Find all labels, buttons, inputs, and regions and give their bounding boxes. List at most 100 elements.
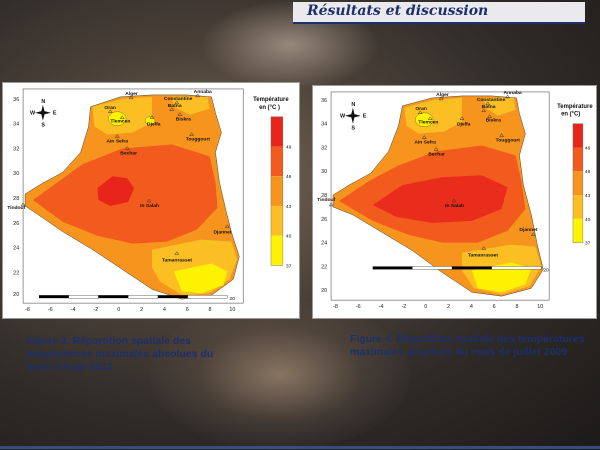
map1-city-annaba: Annaba (194, 89, 212, 95)
svg-text:-2: -2 (93, 307, 98, 313)
map2-city-biskra: Biskra (486, 118, 501, 124)
map1-compass-icon: N S W E (30, 99, 57, 129)
map1-city-oran: Oran (104, 105, 116, 111)
map-july-2009: 20 N S W E Alger Annaba (312, 85, 597, 319)
svg-text:49: 49 (585, 145, 591, 151)
map1-city-batna: Batna (168, 103, 182, 109)
svg-text:4: 4 (163, 307, 166, 313)
background-glow (150, 300, 410, 450)
svg-text:26: 26 (13, 221, 19, 227)
svg-text:S: S (351, 126, 355, 132)
map1-city-bechar: Bechar (120, 150, 137, 156)
map2-city-tamanrasset: Tamanrasset (468, 253, 498, 259)
slide-title: Résultats et discussion (307, 3, 489, 19)
svg-text:8: 8 (209, 307, 212, 313)
map1-city-ain-sefra: Ain Sefra (106, 138, 128, 144)
svg-text:-6: -6 (356, 304, 361, 310)
map1-city-djannet: Djannet (213, 230, 231, 236)
svg-text:-2: -2 (401, 304, 406, 310)
map1-city-in-salah: In Salah (140, 203, 159, 209)
svg-text:40: 40 (585, 217, 591, 223)
map1-city-biskra: Biskra (176, 117, 191, 123)
svg-text:43: 43 (286, 204, 292, 210)
map2-city-tlemcen: Tlemcen (418, 120, 438, 126)
svg-text:4: 4 (470, 304, 473, 310)
svg-text:-8: -8 (333, 304, 338, 310)
svg-text:0: 0 (117, 307, 120, 313)
svg-text:0: 0 (424, 304, 427, 310)
map2-city-ain-sefra: Ain Sefra (414, 140, 436, 146)
svg-text:E: E (53, 111, 57, 117)
map1-legend-title: Température en (°C ) (253, 97, 290, 111)
svg-text:28: 28 (321, 193, 327, 199)
svg-text:40: 40 (286, 234, 292, 240)
svg-text:22: 22 (13, 270, 19, 276)
svg-text:N: N (351, 102, 355, 108)
map1-city-alger: Alger (125, 91, 138, 97)
svg-text:37: 37 (286, 263, 292, 269)
figure-3-caption: Figure 3. Répartition spatiale des tempé… (26, 335, 214, 373)
svg-text:10: 10 (537, 304, 543, 310)
map1-scale-label: 20 (229, 296, 235, 302)
svg-text:30: 30 (321, 169, 327, 175)
map2-city-alger: Alger (436, 92, 449, 98)
svg-text:-6: -6 (48, 307, 53, 313)
svg-text:24: 24 (13, 246, 19, 252)
svg-text:49: 49 (286, 144, 292, 150)
svg-text:6: 6 (186, 307, 189, 313)
map1-city-tlemcen: Tlemcen (110, 119, 130, 125)
map1-legend-bar (270, 116, 284, 266)
svg-text:W: W (30, 111, 36, 117)
map-july-2009-svg: 20 N S W E Alger Annaba (317, 90, 594, 310)
svg-text:-4: -4 (71, 307, 76, 313)
map2-scale-label: 20 (543, 267, 549, 273)
svg-text:37: 37 (585, 241, 591, 247)
svg-text:20: 20 (321, 288, 327, 294)
svg-text:46: 46 (585, 169, 591, 175)
map-august-2012: 20 N S W E Alger (2, 82, 300, 319)
svg-text:2: 2 (447, 304, 450, 310)
svg-text:N: N (41, 99, 45, 105)
svg-text:46: 46 (286, 174, 292, 180)
svg-text:26: 26 (321, 217, 327, 223)
svg-text:22: 22 (321, 264, 327, 270)
svg-text:32: 32 (13, 146, 19, 152)
svg-text:6: 6 (493, 304, 496, 310)
map-august-2012-svg: 20 N S W E Alger (7, 88, 292, 313)
map2-legend-bar (572, 123, 584, 243)
svg-text:8: 8 (515, 304, 518, 310)
map1-city-constantine: Constantine (164, 96, 193, 102)
svg-text:-4: -4 (379, 304, 384, 310)
svg-text:34: 34 (13, 122, 19, 128)
slide-header: Résultats et discussion (293, 2, 585, 24)
map2-city-annaba: Annaba (504, 90, 522, 96)
svg-text:E: E (363, 114, 367, 120)
map2-city-tindouf: Tindouf (317, 197, 335, 203)
svg-text:34: 34 (321, 122, 327, 128)
svg-text:36: 36 (321, 98, 327, 104)
svg-text:10: 10 (229, 307, 235, 313)
map2-city-constantine: Constantine (477, 97, 506, 103)
svg-text:30: 30 (13, 171, 19, 177)
map2-city-touggourt: Touggourt (496, 138, 521, 144)
svg-text:36: 36 (13, 97, 19, 103)
map1-city-djelfa: Djelfa (147, 122, 161, 128)
map1-city-tamanrasset: Tamanrasset (162, 257, 192, 263)
svg-text:43: 43 (585, 193, 591, 199)
map2-compass-icon: N S W E (340, 102, 367, 132)
map2-city-in-salah: In Salah (445, 203, 464, 209)
svg-text:-8: -8 (25, 307, 30, 313)
svg-text:W: W (340, 114, 346, 120)
svg-text:2: 2 (140, 307, 143, 313)
map2-city-batna: Batna (482, 104, 496, 110)
map2-legend-title: Température en (°C) (557, 104, 594, 118)
svg-text:28: 28 (13, 196, 19, 202)
svg-text:24: 24 (321, 241, 327, 247)
map1-city-tindouf: Tindouf (7, 205, 25, 211)
map2-city-bechar: Bechar (428, 151, 445, 157)
svg-text:32: 32 (321, 145, 327, 151)
svg-text:20: 20 (13, 292, 19, 298)
footer-divider (0, 446, 600, 449)
figure-4-caption: Figure 4. Répartition spatiale des tempé… (350, 333, 585, 358)
map2-city-djannet: Djannet (519, 227, 537, 233)
